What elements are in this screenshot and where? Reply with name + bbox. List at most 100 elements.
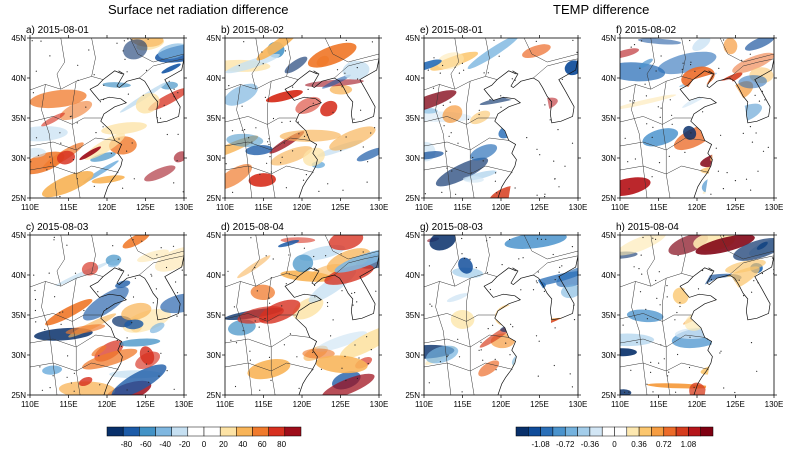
province-border [236, 281, 253, 395]
anomaly-patch [620, 48, 640, 59]
significance-dot [242, 330, 244, 332]
lat-tick-label: 30N [11, 351, 26, 360]
significance-dot [281, 305, 283, 307]
anomaly-patch [564, 60, 578, 76]
province-border [30, 76, 104, 91]
significance-dot [122, 187, 124, 189]
anomaly-patch [424, 90, 457, 114]
significance-dot [638, 268, 640, 270]
colorbar-swatch [540, 426, 554, 437]
lon-tick-label: 125E [136, 203, 155, 212]
significance-dot [431, 305, 433, 307]
anomaly-patch [42, 365, 63, 375]
significance-dot [655, 238, 657, 240]
panel-label: e) 2015-08-01 [420, 25, 483, 36]
province-border [681, 38, 686, 77]
colorbar-temperature: -1.08 -0.72 -0.36 0 0.36 0.72 1.08 [515, 426, 714, 449]
lat-tick-label: 25N [601, 391, 616, 400]
colorbar-swatch [577, 426, 591, 437]
significance-dot [642, 236, 644, 239]
significance-dot [285, 283, 287, 285]
lat-tick-label: 25N [405, 391, 420, 400]
anomaly-patch [173, 151, 184, 163]
anomaly-patch [642, 128, 679, 147]
significance-dot [156, 254, 158, 256]
significance-dot [715, 147, 717, 149]
lon-tick-label: 125E [726, 203, 745, 212]
significance-dot [726, 172, 728, 174]
province-border [662, 81, 671, 198]
significance-dot [640, 254, 642, 256]
significance-dot [561, 78, 563, 80]
province-border [251, 38, 260, 90]
significance-dot [268, 143, 270, 146]
colorbar-label: -80 [121, 440, 133, 449]
province-border [485, 235, 490, 274]
anomaly-patch [626, 309, 664, 323]
significance-dot [650, 371, 652, 373]
lon-tick-label: 120E [293, 400, 312, 409]
significance-dot [467, 118, 469, 120]
significance-dot [483, 72, 485, 74]
significance-dot [50, 162, 52, 164]
anomaly-patch [316, 55, 329, 67]
province-border [236, 84, 253, 198]
significance-dot [493, 39, 495, 41]
significance-dot [448, 135, 450, 137]
colorbar-radiation: -80 -60 -40 -20 0 20 40 60 80 [106, 426, 302, 449]
province-border [334, 255, 379, 276]
province-border [533, 58, 578, 79]
significance-dot [320, 368, 323, 370]
significance-dot [756, 370, 758, 372]
significance-dot [266, 162, 268, 164]
colorbar-swatch [565, 426, 578, 437]
significance-dot [35, 70, 37, 72]
significance-dot [41, 389, 44, 391]
significance-dot [682, 62, 684, 64]
significance-dot [512, 326, 514, 328]
significance-dot [168, 80, 170, 82]
anomaly-patch [144, 165, 176, 182]
lat-tick-label: 25N [206, 194, 221, 203]
significance-dot [35, 137, 38, 139]
ocean-mask [487, 74, 578, 198]
province-border [729, 58, 774, 79]
significance-dot [176, 160, 178, 162]
significance-dot [439, 361, 441, 363]
anomaly-patch [299, 245, 346, 261]
significance-dot [536, 238, 539, 240]
significance-dot [629, 100, 631, 102]
significance-dot [152, 302, 154, 304]
colorbar-swatch [528, 426, 541, 437]
significance-dot [754, 94, 756, 96]
significance-dot [442, 64, 444, 67]
province-border [466, 278, 475, 395]
significance-dot [88, 49, 90, 51]
significance-dot [627, 161, 629, 163]
anomaly-patch [270, 146, 313, 166]
significance-dot [362, 251, 364, 253]
colorbar-swatch [589, 426, 603, 437]
significance-dot [269, 156, 271, 158]
map-panel: e) 2015-08-01 110E 115E 120E 125E 130E 25N 30N 3… [405, 25, 587, 212]
significance-dot [630, 46, 632, 48]
map-panel: g) 2015-08-03 110E 115E 120E 125E 130E 25N 30N 3… [405, 222, 587, 409]
significance-dot [262, 63, 264, 65]
significance-dot [375, 290, 377, 292]
significance-dot [449, 101, 451, 103]
significance-dot [76, 122, 78, 124]
lat-tick-label: 40N [206, 74, 221, 83]
significance-dot [59, 312, 61, 314]
anomaly-patch [284, 56, 308, 74]
significance-dot [489, 99, 491, 101]
significance-dot [53, 236, 55, 238]
colorbar-swatch [675, 426, 689, 437]
significance-dot [571, 246, 574, 248]
lon-tick-label: 110E [216, 400, 234, 409]
anomaly-patch [467, 38, 520, 69]
significance-dot [532, 289, 535, 291]
province-border [631, 84, 648, 198]
significance-dot [742, 132, 744, 134]
significance-dot [723, 235, 725, 237]
anomaly-patch [683, 125, 697, 140]
